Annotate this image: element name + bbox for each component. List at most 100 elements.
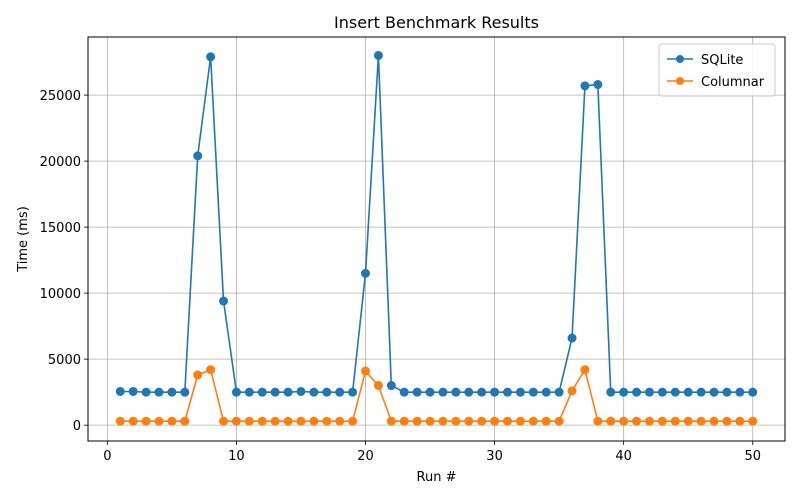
data-point [451,416,461,426]
data-point [490,387,500,397]
y-tick-label: 0 [73,419,81,434]
data-point [296,386,306,396]
data-point [180,416,190,426]
x-tick-label: 0 [103,449,111,464]
series-sqlite [115,50,758,397]
data-point [515,416,525,426]
y-tick-label: 5000 [48,353,81,368]
data-point [477,387,487,397]
data-point [399,416,409,426]
data-point [373,50,383,60]
data-point [231,387,241,397]
data-point [606,387,616,397]
data-point [115,386,125,396]
data-point [270,416,280,426]
data-point [244,416,254,426]
data-point [128,386,138,396]
data-point [219,416,229,426]
data-point [128,416,138,426]
y-tick-label: 25000 [40,89,81,104]
data-point [386,416,396,426]
data-point [735,416,745,426]
data-point [244,387,254,397]
series-layer [115,50,758,426]
data-point [528,387,538,397]
data-point [748,416,758,426]
data-point [206,52,216,62]
data-point [412,416,422,426]
data-point [167,416,177,426]
y-tick-label: 10000 [40,287,81,302]
data-point [593,416,603,426]
legend: SQLite Columnar [658,43,776,97]
data-point [477,416,487,426]
data-point [335,387,345,397]
data-point [361,268,371,278]
data-point [670,387,680,397]
data-point [644,387,654,397]
data-point [154,416,164,426]
data-point [670,416,680,426]
y-tick-label: 15000 [40,221,81,236]
data-point [180,387,190,397]
data-point [348,416,358,426]
data-point [554,387,564,397]
data-point [683,387,693,397]
axis-ticks: 0 10 20 30 40 50 0 5000 10000 15000 20000 25000 [40,89,761,464]
data-point [348,387,358,397]
plot-frame [87,36,786,442]
data-point [502,416,512,426]
data-point [464,387,474,397]
data-point [115,416,125,426]
legend-box [658,43,776,97]
data-point [451,387,461,397]
legend-label-sqlite: SQLite [701,53,743,68]
data-point [464,416,474,426]
data-point [619,387,629,397]
data-point [619,416,629,426]
data-point [593,80,603,90]
y-tick-label: 20000 [40,155,81,170]
data-point [490,416,500,426]
data-point [141,387,151,397]
legend-marker-sqlite [676,55,684,63]
data-point [735,387,745,397]
data-point [257,387,267,397]
data-point [657,416,667,426]
data-point [580,365,590,375]
chart-title: Insert Benchmark Results [334,13,539,32]
data-point [632,416,642,426]
data-point [709,387,719,397]
data-point [296,416,306,426]
x-tick-label: 50 [744,449,761,464]
data-point [231,416,241,426]
data-point [309,416,319,426]
data-point [386,381,396,391]
data-point [373,381,383,391]
data-point [335,416,345,426]
data-point [193,151,203,161]
data-point [270,387,280,397]
data-point [696,416,706,426]
data-point [696,387,706,397]
data-point [502,387,512,397]
x-tick-label: 40 [615,449,632,464]
data-point [541,387,551,397]
data-point [580,81,590,91]
data-point [709,416,719,426]
data-point [322,416,332,426]
data-point [438,387,448,397]
data-point [515,387,525,397]
x-tick-label: 30 [486,449,503,464]
data-point [219,296,229,306]
data-point [748,387,758,397]
data-point [425,387,435,397]
data-point [722,416,732,426]
data-point [438,416,448,426]
data-point [322,387,332,397]
data-point [554,416,564,426]
x-axis-label: Run # [417,470,457,485]
x-tick-label: 20 [357,449,374,464]
data-point [283,387,293,397]
